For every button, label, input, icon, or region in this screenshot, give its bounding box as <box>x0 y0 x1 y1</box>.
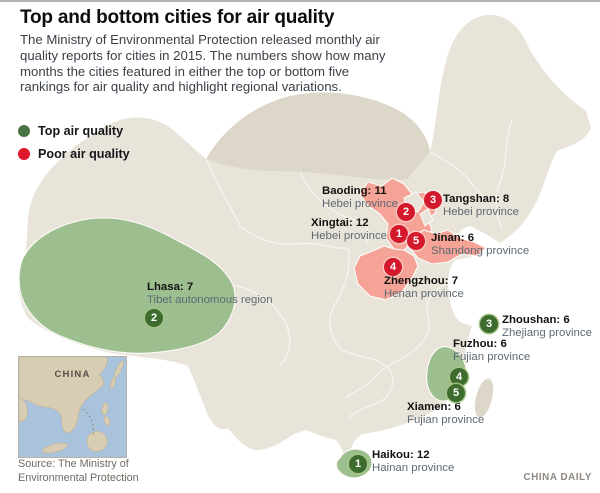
city-value: Jinan: 6 <box>431 232 475 244</box>
source-line: Environmental Protection <box>18 471 139 484</box>
label-fuzhou: Fuzhou: 6 Fujian province <box>453 338 530 363</box>
tianjin-enclave <box>419 208 434 227</box>
page-title: Top and bottom cities for air quality <box>20 7 335 28</box>
marker-fuzhou: 4 <box>450 368 468 386</box>
province-name: Hebei province <box>443 205 519 218</box>
city-value: Lhasa: 7 <box>147 281 194 293</box>
province-borders <box>205 119 513 419</box>
label-xingtai: Xingtai: 12 Hebei province <box>311 217 387 242</box>
marker-lhasa: 2 <box>145 309 163 327</box>
marker-zhoushan: 3 <box>480 315 498 333</box>
legend-item-poor: Poor air quality <box>18 142 130 165</box>
label-lhasa: Lhasa: 7 Tibet autonomous region <box>147 281 273 306</box>
source-note: Source: The Ministry of Environmental Pr… <box>18 458 139 485</box>
label-haikou: Haikou: 12 Hainan province <box>372 449 454 474</box>
city-value: Tangshan: 8 <box>443 193 510 205</box>
city-value: Xingtai: 12 <box>311 217 369 229</box>
province-name: Shandong province <box>431 244 530 257</box>
inset-dashed-boundary <box>82 408 94 438</box>
legend-label: Poor air quality <box>38 146 130 161</box>
region-shandong <box>409 229 487 265</box>
taiwan-island <box>474 378 494 418</box>
province-name: Hebei province <box>322 197 398 210</box>
source-line: Source: The Ministry of <box>18 458 129 470</box>
province-name: Hebei province <box>311 229 387 242</box>
province-name: Hainan province <box>372 461 455 474</box>
marker-tangshan: 3 <box>424 191 442 209</box>
label-xiamen: Xiamen: 6 Fujian province <box>407 401 484 426</box>
inset-country-label: CHINA <box>54 369 91 380</box>
province-name: Tibet autonomous region <box>147 293 273 306</box>
region-tibet <box>18 217 236 354</box>
label-baoding: Baoding: 11 Hebei province <box>322 185 398 210</box>
province-name: Fujian province <box>453 350 531 363</box>
label-zhengzhou: Zhengzhou: 7 Henan province <box>384 275 464 300</box>
publication-credit: CHINA DAILY <box>523 472 592 483</box>
city-value: Fuzhou: 6 <box>453 338 507 350</box>
city-value: Zhengzhou: 7 <box>384 275 459 287</box>
city-value: Xiamen: 6 <box>407 401 461 413</box>
description: The Ministry of Environmental Protection… <box>20 32 386 95</box>
marker-xingtai: 1 <box>390 225 408 243</box>
inset-map-art <box>18 356 126 457</box>
marker-zhengzhou: 4 <box>384 258 402 276</box>
marker-xiamen: 5 <box>447 384 465 402</box>
header: Top and bottom cities for air quality Th… <box>20 7 400 95</box>
city-value: Zhoushan: 6 <box>502 314 570 326</box>
label-jinan: Jinan: 6 Shandong province <box>431 232 529 257</box>
marker-baoding: 2 <box>397 203 415 221</box>
mongolia-landmass <box>206 92 430 181</box>
legend-label: Top air quality <box>38 123 124 138</box>
poor-air-quality-dot-icon <box>18 147 30 160</box>
marker-haikou: 1 <box>349 455 367 473</box>
province-name: Henan province <box>384 287 464 300</box>
province-name: Fujian province <box>407 413 485 426</box>
marker-jinan: 5 <box>407 232 425 250</box>
inset-locator-map: CHINA <box>18 356 127 458</box>
label-zhoushan: Zhoushan: 6 Zhejiang province <box>502 314 592 339</box>
inset-landmasses <box>18 356 124 454</box>
legend-item-top: Top air quality <box>18 119 130 142</box>
province-name: Zhejiang province <box>502 326 592 339</box>
legend: Top air quality Poor air quality <box>18 119 130 165</box>
label-tangshan: Tangshan: 8 Hebei province <box>443 193 519 218</box>
top-air-quality-dot-icon <box>18 124 30 137</box>
city-value: Baoding: 11 <box>322 185 387 197</box>
city-value: Haikou: 12 <box>372 449 430 461</box>
